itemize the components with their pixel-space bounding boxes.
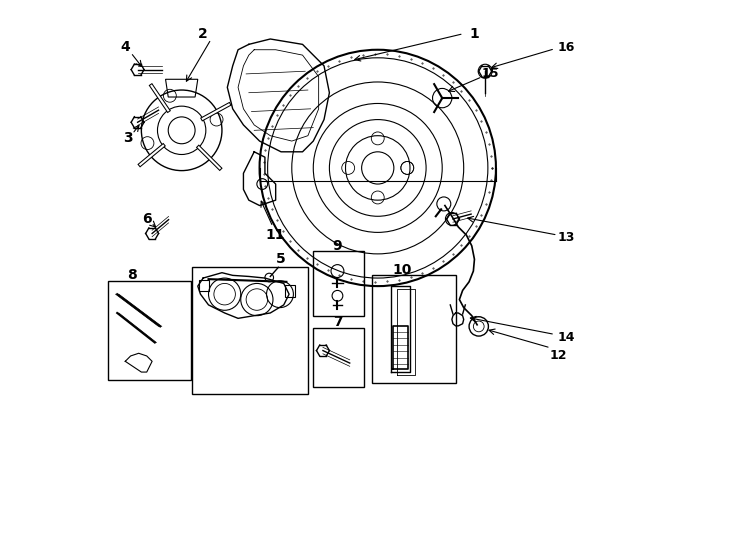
Bar — [372, 275, 456, 383]
Bar — [200, 280, 209, 292]
Text: 3: 3 — [123, 131, 133, 145]
Bar — [313, 251, 364, 316]
Text: 6: 6 — [142, 212, 151, 226]
Text: 12: 12 — [550, 349, 567, 362]
Text: 14: 14 — [558, 330, 575, 343]
Text: 1: 1 — [469, 26, 479, 40]
Text: 16: 16 — [558, 40, 575, 53]
Bar — [286, 285, 295, 297]
Bar — [313, 328, 364, 387]
Text: 11: 11 — [266, 228, 286, 242]
Text: 5: 5 — [276, 252, 286, 266]
Text: 15: 15 — [482, 68, 499, 80]
Text: 2: 2 — [198, 26, 208, 40]
Bar — [108, 281, 192, 380]
Text: 7: 7 — [333, 315, 342, 329]
Text: 13: 13 — [558, 231, 575, 244]
Text: 4: 4 — [120, 40, 130, 54]
Text: 10: 10 — [392, 263, 412, 277]
Bar — [192, 267, 308, 394]
Text: 8: 8 — [127, 268, 137, 282]
Text: 9: 9 — [333, 239, 342, 253]
